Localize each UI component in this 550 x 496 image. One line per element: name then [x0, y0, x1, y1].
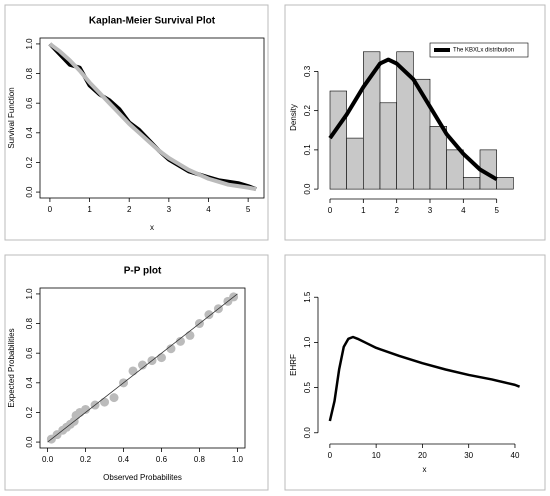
y-tick-label: 0.2 [303, 105, 312, 117]
x-tick-label: 1 [361, 206, 366, 215]
x-tick-label: 0.2 [80, 455, 92, 464]
panel-frame [284, 254, 546, 491]
reference-line [47, 293, 238, 443]
x-tick-label: 0.8 [194, 455, 206, 464]
point [185, 330, 195, 340]
bar [446, 149, 464, 190]
line [48, 42, 257, 191]
x-tick-label: 30 [464, 451, 473, 460]
legend-box [429, 42, 529, 58]
y-tick-label: 0.3 [303, 65, 312, 77]
chart-title: P-P plot [124, 266, 162, 277]
x-axis-label: x [150, 223, 154, 232]
point [81, 404, 91, 414]
y-axis-label: EHRF [289, 354, 298, 376]
x-axis-label: x [423, 465, 427, 474]
x-tick-label: 20 [418, 451, 427, 460]
panel-frame [4, 254, 269, 491]
bar [379, 102, 397, 190]
y-tick-label: 1.0 [25, 288, 34, 300]
x-tick-label: 3 [428, 206, 433, 215]
y-tick-label: 0.6 [25, 97, 34, 109]
x-tick-label: 40 [511, 451, 520, 460]
point [128, 366, 138, 376]
y-tick-label: 0.0 [25, 436, 34, 448]
y-tick-label: 0.6 [25, 347, 34, 359]
y-axis-label: Expected Probabilities [7, 328, 16, 407]
y-tick-label: 0.8 [25, 67, 34, 79]
density-curve [328, 57, 498, 182]
x-tick-label: 0.6 [156, 455, 168, 464]
y-tick-label: 0.2 [25, 156, 34, 168]
x-tick-label: 4 [206, 205, 211, 214]
x-tick-label: 0.4 [118, 455, 130, 464]
x-tick-label: 0 [328, 451, 333, 460]
y-tick-label: 0.2 [25, 406, 34, 418]
y-axis-label: Density [289, 104, 298, 131]
x-tick-label: 2 [394, 206, 399, 215]
point [138, 360, 147, 370]
point [109, 393, 119, 403]
point [175, 336, 185, 346]
x-tick-label: 5 [494, 206, 499, 215]
y-tick-label: 0.4 [25, 377, 34, 389]
x-tick-label: 4 [461, 206, 466, 215]
y-tick-label: 0.0 [303, 183, 312, 195]
x-tick-label: 1.0 [232, 455, 244, 464]
bar [429, 126, 447, 190]
point [204, 310, 214, 320]
line [328, 335, 521, 422]
x-tick-label: 5 [246, 205, 251, 214]
point [100, 397, 110, 407]
y-tick-label: 0.5 [303, 381, 312, 393]
y-tick-label: 1.0 [303, 336, 312, 348]
x-tick-label: 2 [127, 205, 132, 214]
x-tick-label: 10 [372, 451, 381, 460]
x-axis-label: Observed Probabilites [103, 473, 182, 482]
x-tick-label: 0.0 [42, 455, 54, 464]
x-tick-label: 1 [87, 205, 92, 214]
y-tick-label: 1.0 [25, 38, 34, 50]
y-tick-label: 0.1 [303, 144, 312, 156]
y-tick-label: 0.0 [25, 186, 34, 198]
x-tick-label: 3 [167, 205, 172, 214]
x-tick-label: 0 [328, 206, 333, 215]
y-axis-label: Survival Function [7, 87, 16, 148]
panel-frame [284, 4, 546, 241]
x-tick-label: 0 [48, 205, 53, 214]
legend-label: The KBXLx distribution [453, 48, 514, 54]
line [48, 42, 257, 192]
bar [463, 177, 481, 190]
point [156, 353, 166, 363]
y-tick-label: 0.8 [25, 317, 34, 329]
y-tick-label: 1.5 [303, 291, 312, 303]
plot-box [39, 37, 265, 199]
chart-title: Kaplan-Meier Survival Plot [89, 16, 216, 27]
y-tick-label: 0.0 [303, 427, 312, 439]
point [166, 344, 176, 354]
bar [346, 137, 364, 190]
bar [329, 90, 347, 190]
panel-frame [4, 4, 269, 241]
bar [496, 177, 514, 190]
y-tick-label: 0.4 [25, 127, 34, 139]
plot-box [39, 287, 246, 449]
